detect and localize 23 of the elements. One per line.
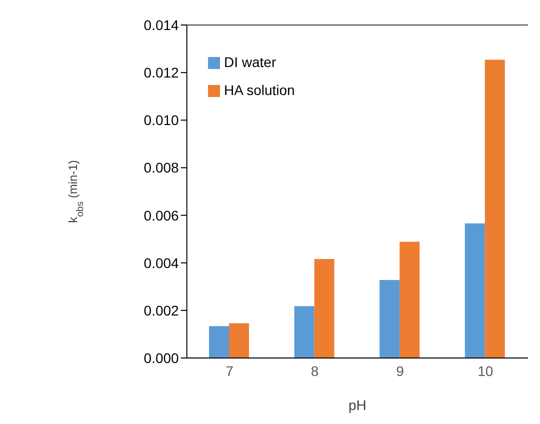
bar (294, 306, 314, 358)
legend-label: DI water (224, 54, 276, 70)
y-tick-label: 0.012 (144, 64, 180, 81)
bar (484, 60, 505, 358)
y-tick-label: 0.002 (144, 302, 180, 318)
y-tick-label: 0.004 (144, 254, 180, 271)
x-axis-title: pH (348, 397, 366, 413)
x-tick-label: 7 (226, 362, 234, 379)
bar (209, 326, 230, 358)
legend-label: HA solution (224, 82, 295, 98)
y-tick-label: 0.000 (144, 350, 180, 366)
bar (314, 259, 334, 358)
y-tick-label: 0.010 (144, 112, 180, 128)
y-tick-label: 0.014 (144, 16, 180, 33)
x-tick-label: 10 (478, 362, 494, 379)
x-tick-label: 9 (396, 362, 404, 379)
y-tick-label: 0.008 (144, 160, 180, 176)
y-tick-label: 0.006 (144, 207, 180, 224)
bar (229, 323, 250, 358)
bar (380, 280, 400, 358)
bar (400, 242, 420, 358)
bar (464, 223, 485, 358)
x-tick-label: 8 (310, 362, 319, 379)
